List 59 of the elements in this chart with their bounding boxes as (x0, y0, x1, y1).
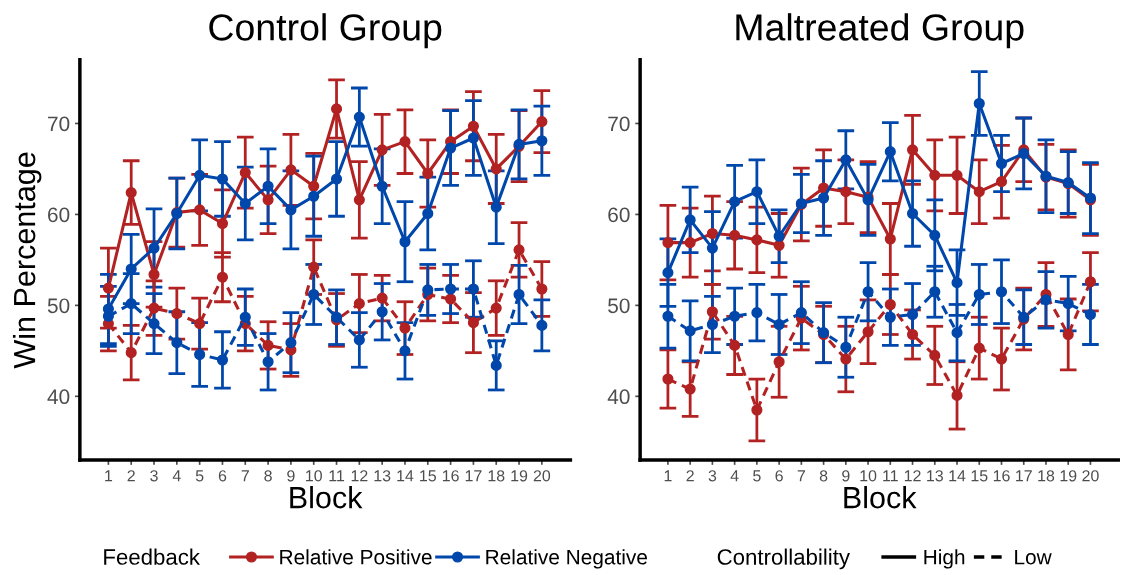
y-tick-label: 60 (608, 207, 630, 223)
text: Low (1015, 549, 1052, 565)
x-tick-label: 14 (949, 470, 966, 482)
x-tick-label: 9 (287, 470, 295, 482)
x-tick-label: 8 (819, 470, 828, 482)
x-tick-label: 10 (306, 470, 322, 482)
x-tick-label: 8 (264, 470, 272, 482)
text: Controllability (717, 548, 850, 570)
x-tick-label: 20 (1082, 470, 1099, 482)
x-tick-label: 2 (686, 470, 694, 482)
x-tick-label: 18 (1038, 470, 1055, 482)
legend-title: Feedback (104, 548, 200, 565)
x-tick-label: 6 (775, 470, 783, 482)
x-tick-label: 17 (1016, 470, 1032, 482)
x-tick-label: 6 (218, 470, 227, 482)
x-tick-label: 5 (195, 470, 204, 482)
chart-title: Control Group (209, 13, 442, 49)
x-axis-title: Block (844, 486, 917, 509)
x-tick-label: 3 (708, 470, 717, 482)
x-tick-label: 13 (374, 470, 391, 482)
x-tick-label: 1 (105, 470, 113, 482)
text: High (924, 549, 965, 569)
x-tick-label: 17 (465, 470, 482, 482)
x-tick-label: 18 (488, 470, 505, 482)
y-tick-label: 70 (608, 116, 630, 132)
y-tick-label: 70 (48, 116, 70, 132)
y-axis-title: Win Percentage (12, 152, 42, 369)
x-tick-label: 7 (241, 470, 249, 482)
x-tick-label: 14 (397, 470, 414, 482)
x-tick-label: 16 (993, 470, 1010, 482)
y-tick-label: 40 (47, 389, 70, 405)
x-tick-label: 13 (927, 470, 943, 482)
x-tick-label: 7 (797, 470, 805, 482)
x-tick-label: 20 (533, 470, 551, 482)
x-tick-label: 3 (150, 470, 158, 482)
y-tick-label: 60 (48, 207, 70, 223)
x-tick-label: 10 (860, 470, 877, 482)
x-tick-label: 5 (753, 470, 761, 482)
x-tick-label: 4 (172, 470, 181, 482)
x-tick-label: 12 (351, 470, 368, 482)
x-tick-label: 19 (511, 470, 528, 482)
chart-title: Maltreated Group (736, 13, 1024, 49)
legend-label: Relative Negative (486, 549, 647, 569)
x-tick-label: 15 (971, 470, 988, 482)
x-tick-label: 16 (442, 470, 459, 482)
y-tick-label: 50 (608, 298, 630, 314)
x-tick-label: 19 (1060, 470, 1077, 482)
x-tick-label: 11 (883, 470, 898, 482)
x-tick-label: 12 (904, 470, 921, 482)
x-tick-label: 1 (664, 470, 672, 482)
x-tick-label: 15 (420, 470, 436, 482)
y-tick-label: 50 (47, 298, 70, 314)
x-tick-label: 9 (842, 470, 850, 482)
x-tick-label: 2 (127, 470, 135, 482)
legend-label: Relative Positive (280, 549, 432, 565)
x-axis-title: Block (290, 486, 363, 509)
x-tick-label: 4 (730, 470, 739, 482)
y-tick-label: 40 (607, 389, 630, 405)
x-tick-label: 11 (329, 470, 345, 482)
